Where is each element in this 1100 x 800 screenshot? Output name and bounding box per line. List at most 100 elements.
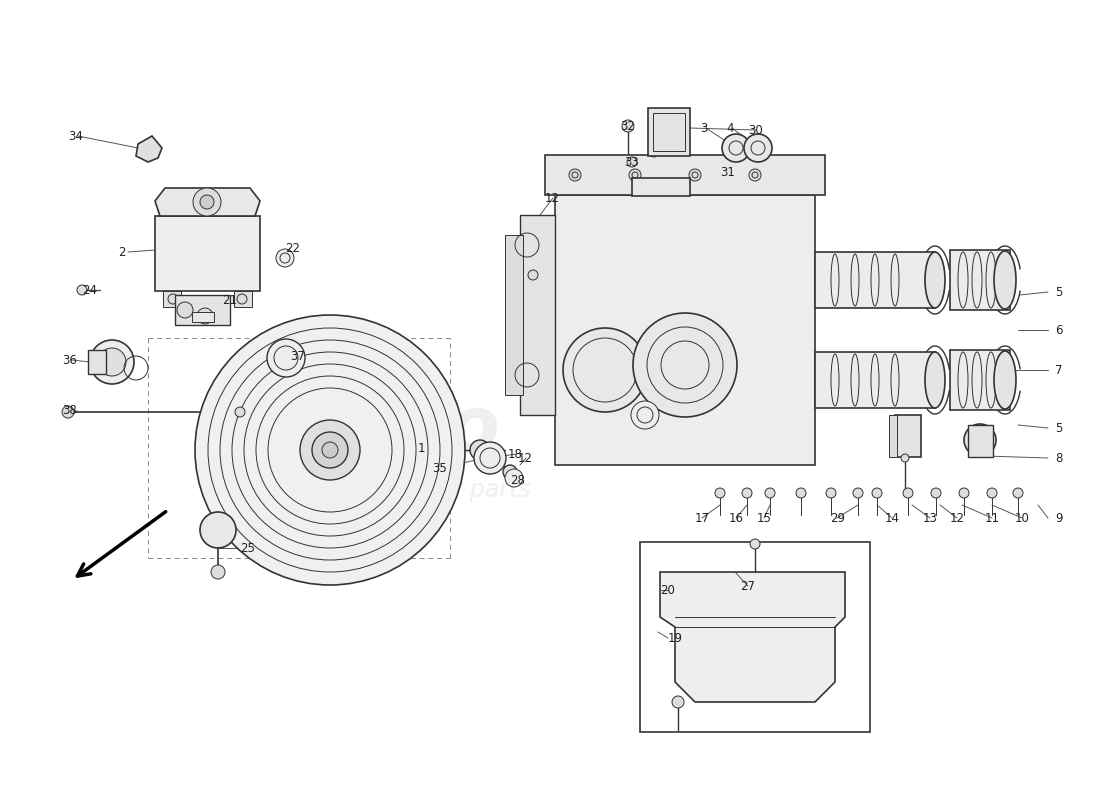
Circle shape [649,147,659,157]
Circle shape [474,442,506,474]
Text: 34: 34 [68,130,82,142]
Text: 6: 6 [1055,323,1063,337]
Text: 5: 5 [1055,286,1063,298]
Text: 31: 31 [720,166,735,178]
Bar [640,542,870,732]
Circle shape [195,315,465,585]
Ellipse shape [925,252,945,308]
Circle shape [563,328,647,412]
Circle shape [276,249,294,267]
Text: 36: 36 [62,354,77,366]
Text: 24: 24 [82,283,97,297]
Bar [648,108,690,156]
Text: 13: 13 [923,511,938,525]
Polygon shape [660,572,845,702]
Text: 27: 27 [740,579,755,593]
Text: 18: 18 [508,447,522,461]
Bar [815,252,935,308]
Ellipse shape [925,352,945,408]
Text: 28: 28 [510,474,525,486]
Text: 4: 4 [726,122,734,134]
Polygon shape [136,136,162,162]
Circle shape [168,294,178,304]
Text: 22: 22 [285,242,300,254]
Bar [192,312,215,322]
Circle shape [901,454,909,462]
Polygon shape [155,188,260,216]
Circle shape [200,512,236,548]
Text: 30: 30 [748,123,762,137]
Text: 15: 15 [757,511,772,525]
Circle shape [964,424,996,456]
Text: 3: 3 [700,122,707,134]
Text: 12: 12 [544,191,560,205]
Text: 7: 7 [1055,363,1063,377]
Circle shape [77,285,87,295]
Bar [175,295,230,325]
Circle shape [300,420,360,480]
Circle shape [505,469,522,487]
Circle shape [749,169,761,181]
Text: 32: 32 [620,119,635,133]
Text: 11: 11 [984,511,1000,525]
Text: 29: 29 [830,511,845,525]
Circle shape [236,294,248,304]
Circle shape [903,488,913,498]
Bar [234,291,252,307]
Text: 8: 8 [1055,451,1063,465]
Text: 12: 12 [950,511,965,525]
Circle shape [62,406,74,418]
Circle shape [852,488,864,498]
Circle shape [931,488,940,498]
Bar [505,235,522,395]
Bar [653,113,685,151]
Text: a passion for parts: a passion for parts [310,478,530,502]
Circle shape [90,340,134,384]
Ellipse shape [994,251,1016,309]
Text: 20: 20 [660,583,675,597]
Circle shape [528,270,538,280]
Text: 25: 25 [240,542,255,554]
Circle shape [197,308,213,324]
Bar [88,350,106,374]
Circle shape [621,120,634,132]
Bar [968,425,993,457]
Bar [155,216,260,291]
Circle shape [689,169,701,181]
Text: euro: euro [300,392,499,468]
Circle shape [796,488,806,498]
Circle shape [672,696,684,708]
Circle shape [629,169,641,181]
Text: 37: 37 [290,350,305,362]
Circle shape [627,157,637,167]
Bar [520,215,556,415]
Ellipse shape [994,351,1016,409]
Bar [950,350,1010,410]
Circle shape [872,488,882,498]
Text: 19: 19 [668,631,683,645]
Text: 33: 33 [624,155,639,169]
Bar [895,415,921,457]
Text: 16: 16 [729,511,744,525]
Circle shape [744,134,772,162]
Circle shape [715,488,725,498]
Circle shape [235,407,245,417]
Text: 35: 35 [432,462,447,474]
Text: 9: 9 [1055,511,1063,525]
Text: 1: 1 [418,442,426,454]
Circle shape [322,442,338,458]
Bar [950,250,1010,310]
Text: 38: 38 [62,403,77,417]
Circle shape [722,134,750,162]
Bar [815,352,935,408]
Circle shape [631,401,659,429]
Circle shape [503,465,517,479]
Bar [632,178,690,196]
Bar [889,415,896,457]
Circle shape [632,313,737,417]
Bar [544,155,825,195]
Text: 14: 14 [886,511,900,525]
Text: 10: 10 [1015,511,1030,525]
Circle shape [177,302,192,318]
Text: 5: 5 [1055,422,1063,434]
